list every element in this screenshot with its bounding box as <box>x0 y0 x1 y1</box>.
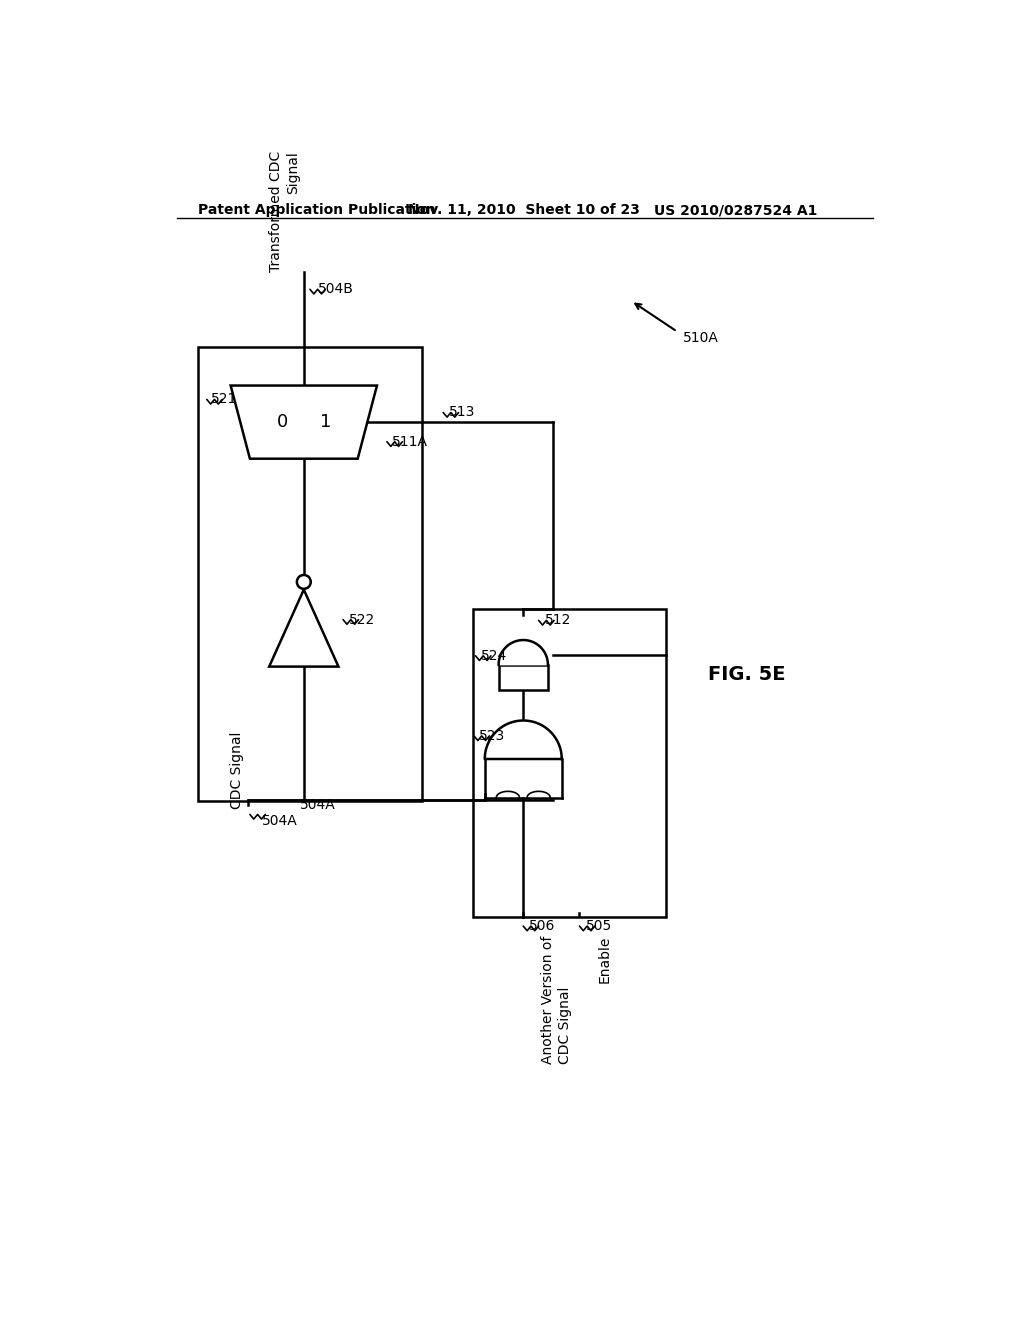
Text: 513: 513 <box>449 405 475 420</box>
Text: 1: 1 <box>319 413 331 432</box>
Text: Patent Application Publication: Patent Application Publication <box>199 203 436 216</box>
Polygon shape <box>484 721 562 759</box>
Polygon shape <box>499 640 548 665</box>
Text: 523: 523 <box>479 729 506 743</box>
Text: 524: 524 <box>481 649 507 663</box>
Text: Nov. 11, 2010  Sheet 10 of 23: Nov. 11, 2010 Sheet 10 of 23 <box>408 203 640 216</box>
Text: Another Version of
CDC Signal: Another Version of CDC Signal <box>541 936 572 1064</box>
Text: 522: 522 <box>348 614 375 627</box>
Text: FIG. 5E: FIG. 5E <box>708 665 785 684</box>
Text: Transformed CDC
Signal: Transformed CDC Signal <box>268 150 300 272</box>
Circle shape <box>297 576 310 589</box>
Text: 0: 0 <box>276 413 288 432</box>
Bar <box>473 609 666 917</box>
Polygon shape <box>230 385 377 459</box>
Polygon shape <box>269 590 339 667</box>
Text: 521: 521 <box>211 392 238 407</box>
Bar <box>499 665 548 689</box>
Text: 506: 506 <box>529 919 556 933</box>
Text: 511A: 511A <box>392 434 428 449</box>
Bar <box>199 347 422 801</box>
Text: 504B: 504B <box>317 282 353 296</box>
Text: 510A: 510A <box>683 331 719 345</box>
Text: 505: 505 <box>586 919 612 933</box>
Text: 504A: 504A <box>300 799 336 812</box>
Text: CDC Signal: CDC Signal <box>229 731 244 809</box>
Text: 504A: 504A <box>261 813 297 828</box>
Text: Enable: Enable <box>597 936 611 983</box>
Text: US 2010/0287524 A1: US 2010/0287524 A1 <box>654 203 817 216</box>
Text: 512: 512 <box>545 614 571 627</box>
